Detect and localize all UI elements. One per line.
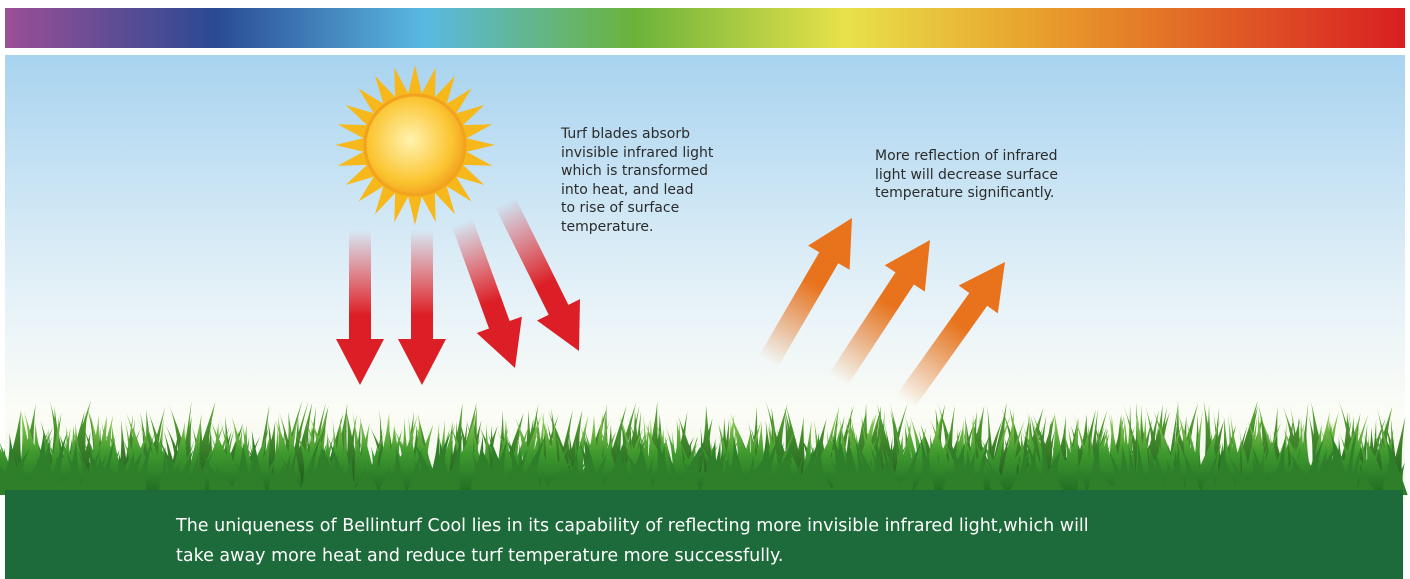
arrow (398, 230, 446, 385)
arrow (896, 262, 1005, 409)
note-line: temperature. (561, 218, 654, 235)
arrow (451, 218, 522, 368)
note-line: to rise of surface (561, 200, 680, 216)
arrows (336, 197, 1005, 409)
caption-line: The uniqueness of Bellinturf Cool lies i… (176, 516, 1089, 536)
note-line: light will decrease surface (875, 166, 1058, 183)
arrow (495, 197, 580, 351)
caption-band (5, 490, 1403, 579)
note-line: invisible infrared light (561, 144, 714, 161)
reflect-note: More reflection of infrared light will d… (875, 147, 1058, 203)
note-line: temperature significantly. (875, 185, 1055, 201)
caption-line: take away more heat and reduce turf temp… (176, 546, 784, 566)
rainbow-bar (5, 8, 1405, 48)
note-line: which is transformed (561, 163, 708, 179)
note-line: into heat, and lead (561, 181, 694, 198)
note-line: More reflection of infrared (875, 148, 1058, 164)
note-line: Turf blades absorb (561, 126, 691, 142)
arrow (758, 218, 852, 368)
sun-core (363, 93, 467, 197)
sun (335, 65, 495, 225)
sky (5, 55, 1405, 500)
arrow (336, 230, 384, 385)
arrow (828, 240, 930, 386)
grass-blades (0, 430, 1408, 495)
grass (0, 400, 1408, 495)
caption: The uniqueness of Bellinturf Cool lies i… (176, 511, 1089, 571)
absorb-note: Turf blades absorb invisible infrared li… (561, 125, 713, 236)
